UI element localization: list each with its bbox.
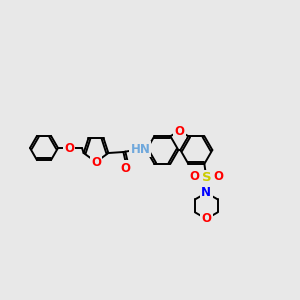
Text: N: N <box>201 184 212 197</box>
Text: O: O <box>213 170 224 183</box>
Text: O: O <box>120 161 130 175</box>
Text: O: O <box>64 142 74 154</box>
Text: S: S <box>202 171 211 184</box>
Text: HN: HN <box>130 142 150 155</box>
Text: O: O <box>201 212 212 225</box>
Text: O: O <box>189 170 200 183</box>
Text: O: O <box>91 155 101 169</box>
Text: N: N <box>201 186 212 200</box>
Text: O: O <box>174 125 184 138</box>
